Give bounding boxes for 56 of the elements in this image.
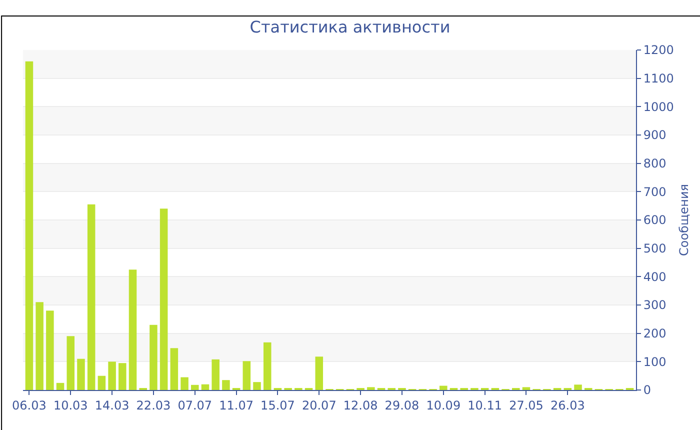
y-tick-label: 700: [643, 184, 666, 199]
bar: [191, 384, 199, 390]
x-tick-label: 10.09: [426, 398, 461, 412]
x-tick-label: 26.03: [550, 398, 585, 412]
bar: [222, 380, 230, 390]
x-tick-label: 20.07: [302, 398, 336, 412]
y-axis-title: Сообщения: [676, 184, 691, 256]
bar: [574, 384, 582, 390]
y-tick-label: 300: [643, 298, 666, 312]
x-tick-label: 11.07: [219, 398, 254, 412]
bar: [66, 336, 75, 390]
bar: [46, 310, 54, 390]
bar: [160, 208, 168, 390]
bar: [180, 377, 188, 390]
x-tick-label: 27.05: [509, 398, 544, 412]
chart-title: Статистика активности: [250, 18, 450, 37]
bar: [522, 387, 530, 390]
y-tick-label: 0: [643, 383, 652, 398]
y-tick-label: 900: [643, 128, 666, 142]
y-tick-label: 1200: [643, 43, 674, 58]
bar: [212, 359, 220, 390]
x-tick-label: 22.03: [136, 398, 171, 412]
bar: [440, 386, 448, 390]
x-tick-label: 14.03: [94, 398, 130, 412]
bar: [263, 342, 272, 390]
y-tick-label: 1000: [643, 100, 674, 114]
y-tick-label: 1100: [643, 72, 674, 86]
y-tick-label: 100: [643, 354, 666, 369]
bar: [98, 376, 106, 390]
y-tick-label: 600: [643, 213, 666, 228]
bar: [56, 382, 64, 390]
bar: [315, 356, 324, 390]
bar: [36, 302, 44, 390]
bar: [128, 270, 137, 390]
y-tick-label: 500: [643, 242, 666, 256]
x-tick-label: 07.07: [178, 398, 212, 412]
x-tick-label: 29.08: [384, 398, 420, 412]
x-tick-label: 06.03: [12, 398, 46, 412]
bar: [87, 204, 96, 390]
bar: [77, 358, 85, 390]
bar: [367, 387, 375, 390]
bar: [108, 362, 116, 390]
bar: [170, 348, 178, 390]
y-tick-label: 200: [643, 326, 666, 341]
x-tick-label: 10.11: [468, 398, 502, 412]
x-tick-label: 12.08: [343, 398, 378, 412]
x-tick-label: 10.03: [53, 398, 88, 412]
bar: [150, 324, 158, 390]
bar: [118, 363, 126, 390]
bar: [242, 361, 251, 390]
bar: [25, 61, 34, 390]
y-tick-label: 400: [643, 270, 666, 284]
x-tick-label: 15.07: [260, 398, 295, 412]
y-tick-label: 800: [643, 156, 666, 171]
bar: [201, 384, 210, 390]
bar: [253, 382, 261, 390]
